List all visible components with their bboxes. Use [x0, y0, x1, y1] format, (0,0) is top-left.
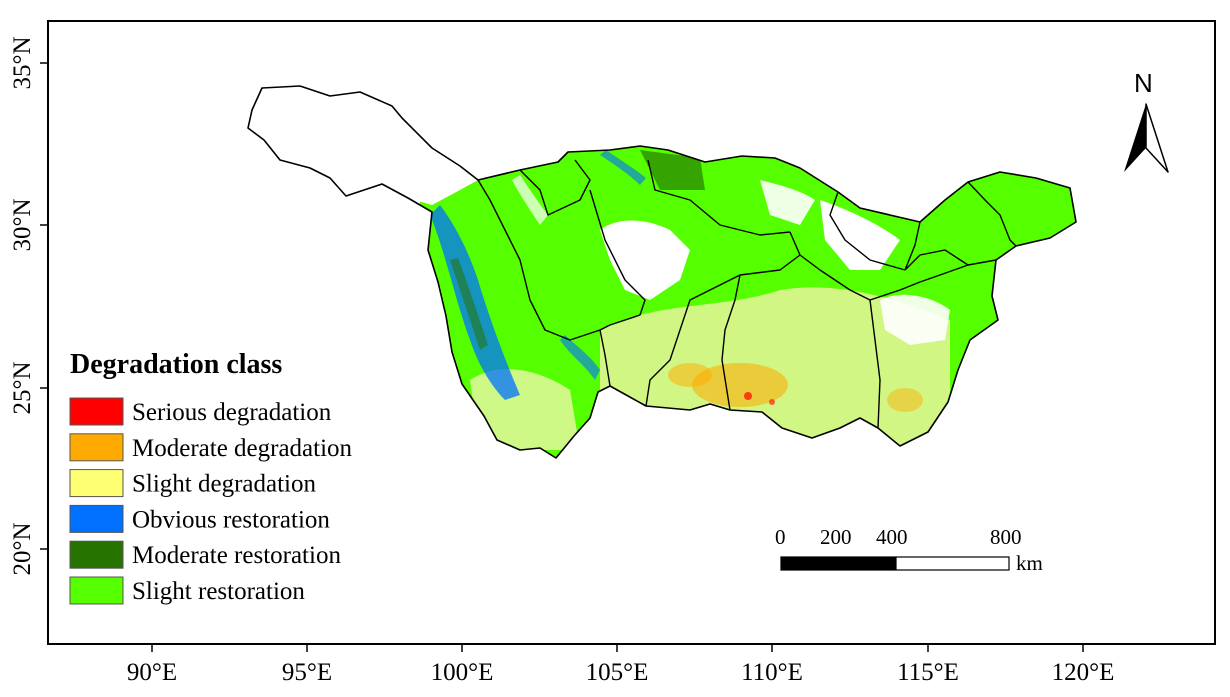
sub-basin-boundaries [477, 159, 1017, 429]
y-tick-label: 35°N [9, 36, 36, 89]
x-tick-label: 115°E [897, 659, 959, 686]
basin-boundary [247, 85, 1077, 459]
scale-label-0: 0 [775, 525, 786, 549]
raster-moderate-restoration-2 [450, 258, 488, 350]
scale-bar-white [895, 556, 1010, 571]
north-arrow: N [1124, 68, 1169, 173]
raster-serious-degradation-2 [769, 399, 775, 405]
raster-nodata-middle [820, 200, 900, 270]
raster-nodata-4 [512, 175, 548, 225]
legend-swatch [69, 433, 124, 462]
raster-moderate-degradation-3 [887, 388, 923, 412]
scale-label-400: 400 [876, 525, 908, 549]
boundary-hanjiang-west [647, 159, 791, 236]
boundary-dongting-west [721, 274, 741, 411]
boundary-poyang [869, 264, 969, 301]
boundary-wu-west [599, 329, 611, 387]
legend-label: Serious degradation [132, 399, 332, 426]
boundary-middle-north [829, 191, 906, 271]
x-tick-label: 120°E [1052, 659, 1115, 686]
scale-bar: 0 200 400 800 km [775, 525, 1043, 575]
legend-items: Serious degradation Moderate degradation S… [69, 397, 353, 605]
y-tick-label: 20°N [9, 522, 36, 575]
raster-serious-degradation [744, 392, 752, 400]
raster-obvious-restoration-2 [560, 335, 600, 380]
x-tick-label: 90°E [127, 659, 177, 686]
north-label: N [1134, 68, 1153, 98]
legend-title: Degradation class [70, 349, 282, 380]
raster-moderate-restoration [640, 150, 705, 190]
raster-nodata-source [248, 86, 478, 205]
north-arrow-left [1124, 104, 1146, 172]
boundary-minjiang [519, 159, 591, 216]
legend-swatch [69, 397, 124, 426]
x-tick-label: 105°E [586, 659, 649, 686]
raster-nodata-sichuan [600, 220, 690, 300]
legend: Degradation class Serious degradation Mod… [69, 349, 353, 605]
scale-label-200: 200 [820, 525, 852, 549]
raster-nodata-2 [760, 180, 815, 225]
raster-moderate-degradation-2 [668, 363, 712, 387]
legend-swatch [69, 540, 124, 569]
y-tick-label: 25°N [9, 361, 36, 414]
legend-label: Slight restoration [132, 578, 305, 605]
legend-label: Moderate restoration [132, 542, 341, 569]
north-arrow-right [1145, 103, 1169, 173]
legend-label: Slight degradation [132, 471, 316, 498]
raster-obvious-restoration [430, 205, 520, 400]
boundary-lower [967, 181, 1017, 247]
legend-label: Obvious restoration [132, 506, 330, 533]
x-axis: 90°E 95°E 100°E 105°E 110°E 115°E 120°E [127, 644, 1115, 686]
legend-swatch [69, 469, 124, 498]
raster-moderate-degradation [692, 363, 788, 407]
legend-swatch [69, 576, 124, 605]
scale-bar-black [780, 556, 897, 571]
boundary-jialing [589, 189, 646, 331]
scale-unit: km [1016, 551, 1043, 575]
y-axis: 35°N 30°N 25°N 20°N [9, 36, 48, 576]
y-tick-label: 30°N [9, 198, 36, 251]
raster-nodata-3 [880, 294, 950, 345]
boundary-poyang-north [904, 249, 997, 271]
boundary-wujiang [645, 329, 681, 407]
x-tick-label: 100°E [431, 659, 494, 686]
legend-swatch [69, 504, 124, 533]
scale-label-800: 800 [990, 525, 1022, 549]
boundary-jinsha [477, 179, 601, 341]
x-tick-label: 95°E [282, 659, 332, 686]
x-tick-label: 110°E [741, 659, 803, 686]
boundary-middle-lower [904, 221, 921, 271]
legend-label: Moderate degradation [132, 435, 353, 462]
raster-obvious-restoration-3 [600, 150, 646, 185]
